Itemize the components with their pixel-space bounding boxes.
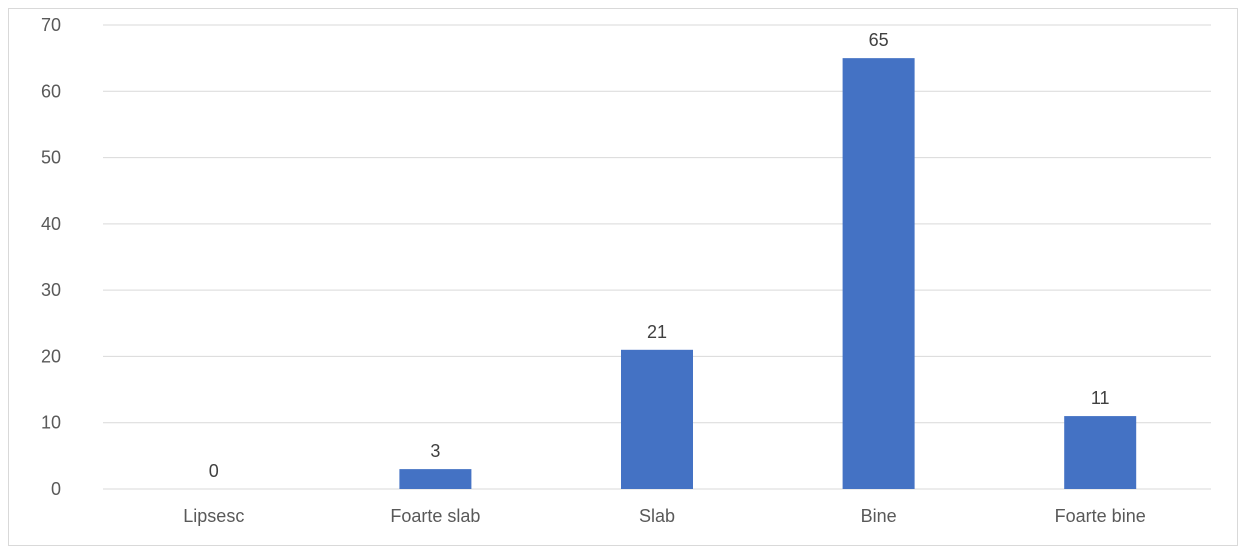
y-tick-label: 20 [41,346,61,366]
bar [621,349,693,489]
category-label: Foarte bine [1055,506,1146,526]
category-label: Foarte slab [390,506,480,526]
y-tick-label: 60 [41,81,61,101]
y-tick-label: 10 [41,413,61,433]
data-label: 3 [430,441,440,461]
y-tick-label: 0 [51,479,61,499]
y-tick-label: 70 [41,15,61,35]
category-label: Slab [639,506,675,526]
y-tick-label: 40 [41,214,61,234]
category-label: Lipsesc [183,506,244,526]
bar [399,469,472,489]
data-label: 21 [647,322,667,342]
y-tick-label: 50 [41,148,61,168]
bar [842,58,915,490]
chart-frame: 0 10 20 30 40 50 60 70 0 Lipsesc 3 Foarte slab 21 Sla… [8,8,1238,546]
data-label: 65 [869,30,889,50]
category-label: Bine [861,506,897,526]
y-tick-label: 30 [41,280,61,300]
data-label: 11 [1091,388,1110,408]
data-label: 0 [209,461,219,481]
bar [1064,416,1137,489]
bar-chart: 0 10 20 30 40 50 60 70 0 Lipsesc 3 Foarte slab 21 Sla… [41,15,1211,526]
